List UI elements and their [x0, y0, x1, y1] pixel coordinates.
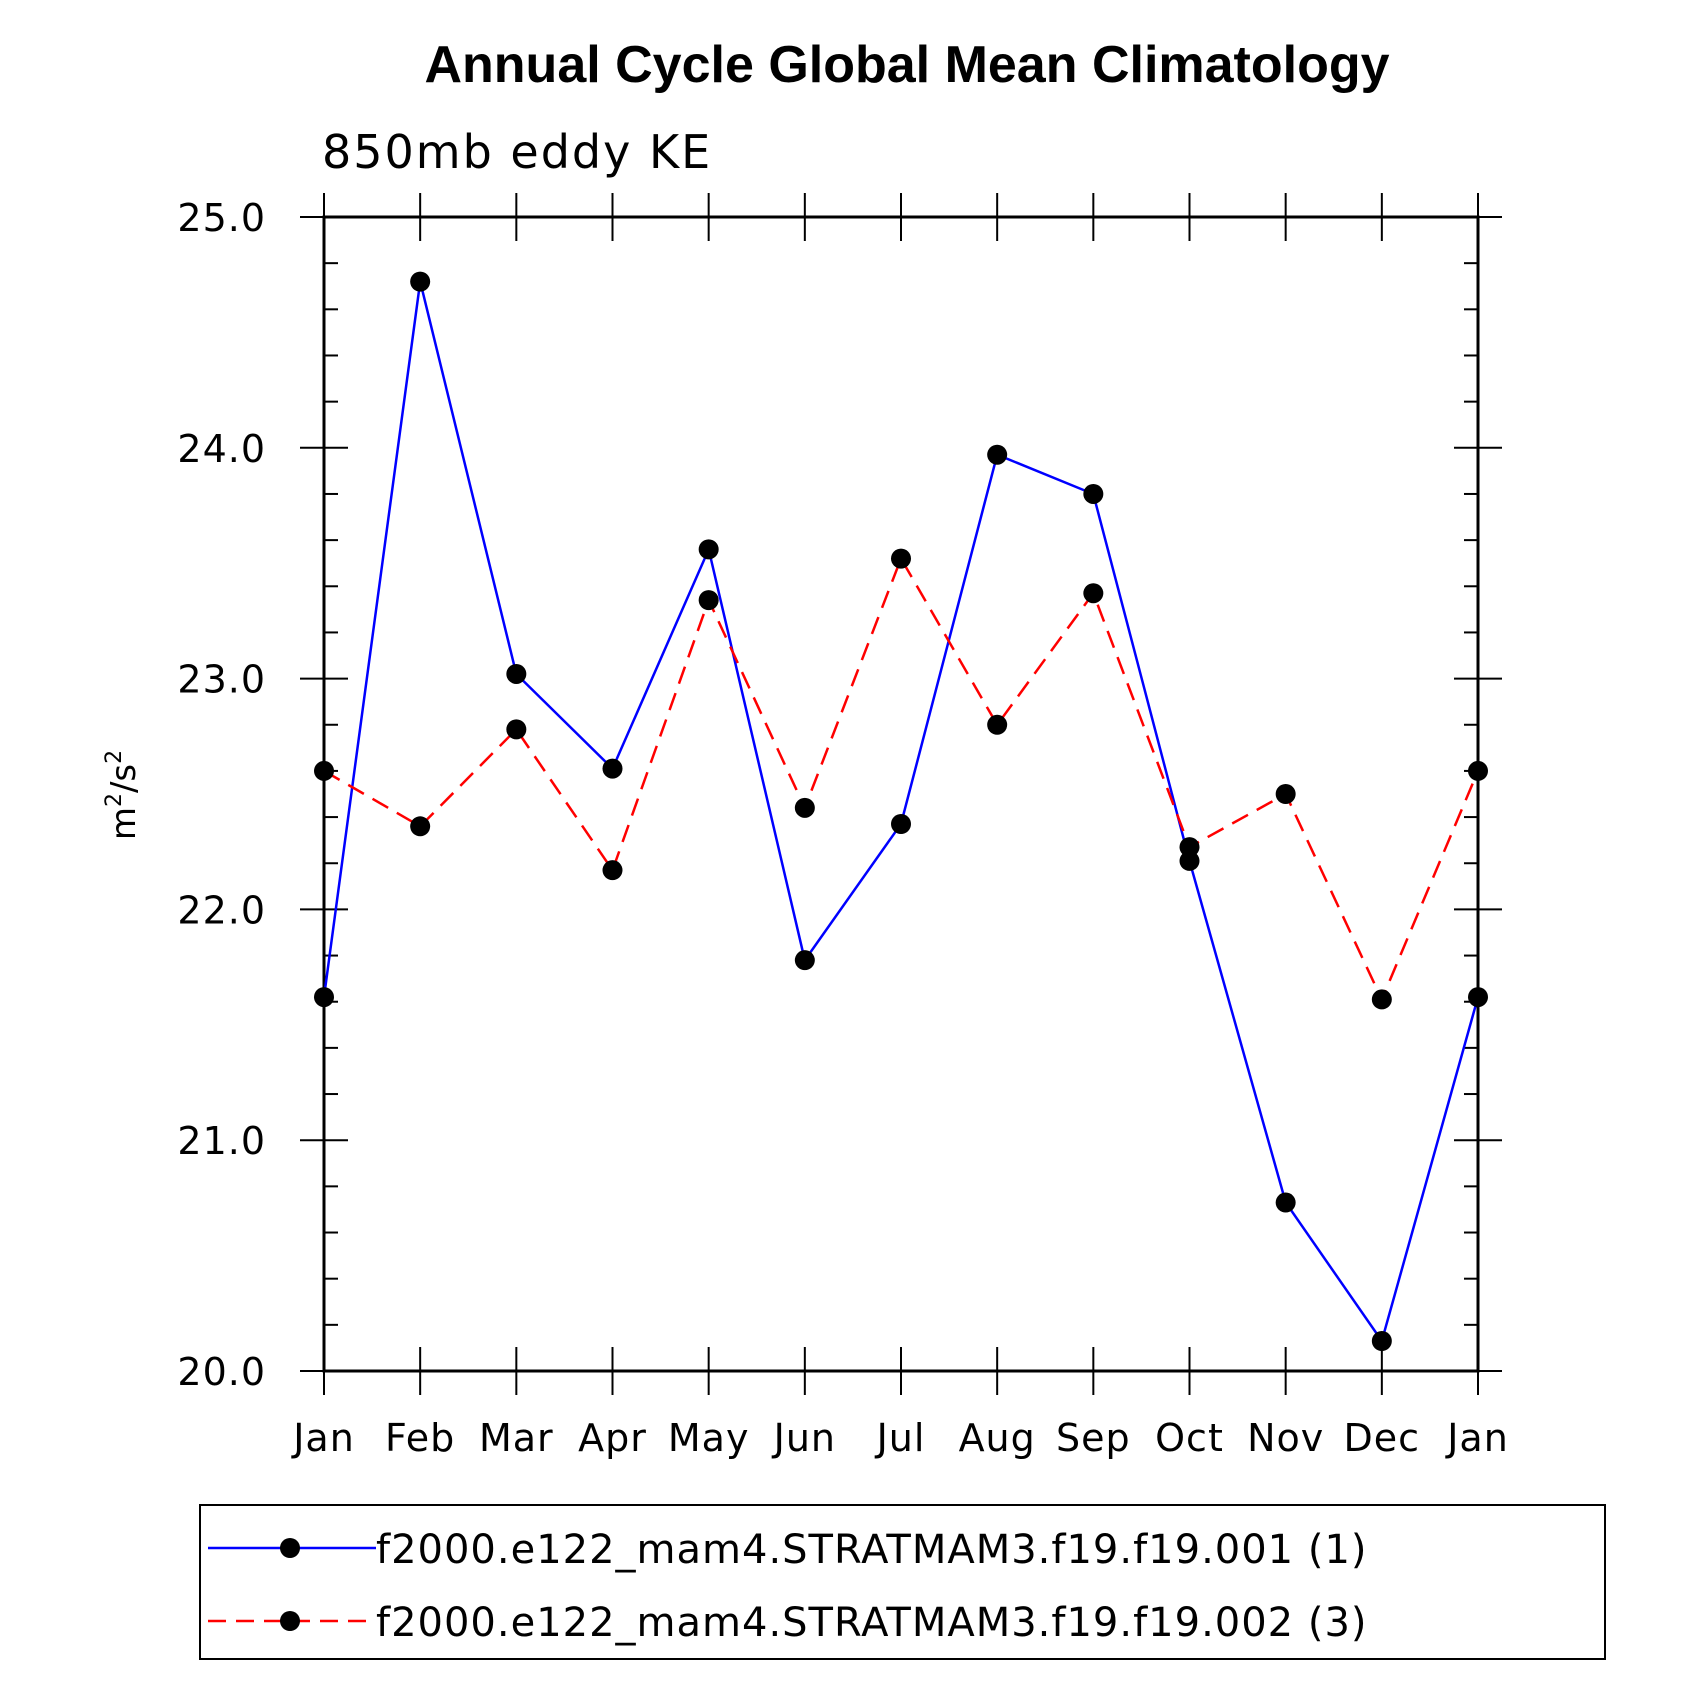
legend-marker-series-1 [280, 1538, 300, 1558]
series-2-point-11 [1371, 989, 1392, 1010]
series-2-point-2 [506, 719, 527, 740]
legend-label-series-1: f2000.e122_mam4.STRATMAM3.f19.f19.001 (1… [376, 1527, 1368, 1573]
series-2-line [323, 555, 1480, 1003]
y-tick-label-0: 20.0 [177, 1350, 266, 1394]
series-2-point-12 [1468, 760, 1488, 781]
x-tick-label-3: Apr [578, 1416, 647, 1460]
series-2-point-1 [410, 816, 431, 837]
series-2-point-0 [314, 760, 334, 781]
series-1-point-2 [506, 663, 527, 684]
y-axis-label: m2/s2 [102, 750, 144, 840]
x-tick-label-5: Jun [772, 1416, 836, 1460]
chart-subtitle: 850mb eddy KE [322, 125, 712, 179]
legend-label-series-2: f2000.e122_mam4.STRATMAM3.f19.f19.002 (3… [376, 1600, 1368, 1646]
y-axis-ticks [300, 216, 1502, 1372]
x-axis-tick-labels: Jan Feb Mar Apr May Jun Jul Aug Sep Oct Nov Dec Jan [291, 1416, 1509, 1460]
y-label-sup-1: 2 [102, 793, 127, 807]
y-tick-label-5: 25.0 [177, 196, 266, 240]
series-1-point-6 [891, 814, 911, 835]
x-tick-label-8: Sep [1056, 1416, 1131, 1460]
series-1-point-3 [602, 758, 623, 779]
series-2-point-5 [794, 797, 815, 818]
series-1-point-0 [314, 987, 334, 1008]
series-2-point-8 [1083, 583, 1104, 604]
x-tick-label-7: Aug [959, 1416, 1036, 1460]
series-1-point-4 [698, 539, 719, 560]
series-2-point-10 [1275, 784, 1296, 804]
series-2-point-3 [602, 860, 623, 881]
series-2-point-9 [1179, 837, 1200, 858]
series-1-point-7 [987, 444, 1008, 465]
y-label-sup-2: 2 [102, 750, 127, 764]
x-tick-label-0: Jan [291, 1416, 355, 1460]
x-tick-label-9: Oct [1155, 1416, 1224, 1460]
x-tick-label-12: Jan [1445, 1416, 1509, 1460]
series-layer [314, 271, 1488, 1351]
series-2-point-4 [698, 590, 719, 611]
x-tick-label-4: May [668, 1416, 750, 1460]
x-tick-label-6: Jul [875, 1416, 926, 1460]
series-1-point-9 [1179, 850, 1200, 871]
y-tick-label-4: 24.0 [177, 427, 266, 471]
series-1-point-11 [1371, 1330, 1392, 1351]
series-2-point-6 [891, 548, 911, 569]
series-2-point-7 [987, 714, 1008, 735]
series-1-line [322, 281, 1480, 1344]
series-1-point-1 [410, 271, 431, 292]
legend-marker-series-2 [280, 1611, 300, 1631]
x-tick-label-1: Feb [385, 1416, 455, 1460]
y-tick-label-2: 22.0 [177, 888, 266, 932]
y-label-mid: /s [104, 764, 144, 793]
plot-frame [322, 215, 1480, 1373]
plot-border [322, 215, 1480, 1373]
series-1-point-12 [1468, 987, 1488, 1008]
series-1-point-8 [1083, 483, 1104, 504]
x-tick-label-10: Nov [1247, 1416, 1324, 1460]
x-axis-ticks [323, 193, 1479, 1395]
y-tick-label-1: 21.0 [177, 1119, 266, 1163]
y-axis-tick-labels: 20.0 21.0 22.0 23.0 24.0 25.0 [177, 196, 266, 1394]
x-tick-label-2: Mar [479, 1416, 554, 1460]
y-tick-label-3: 23.0 [177, 658, 266, 702]
y-label-base: m [104, 807, 144, 840]
series-1-point-10 [1275, 1192, 1296, 1213]
legend: f2000.e122_mam4.STRATMAM3.f19.f19.001 (1… [199, 1504, 1606, 1660]
x-tick-label-11: Dec [1344, 1416, 1421, 1460]
chart-title: Annual Cycle Global Mean Climatology [424, 36, 1389, 94]
legend-box [199, 1504, 1606, 1660]
series-1-point-5 [794, 950, 815, 971]
